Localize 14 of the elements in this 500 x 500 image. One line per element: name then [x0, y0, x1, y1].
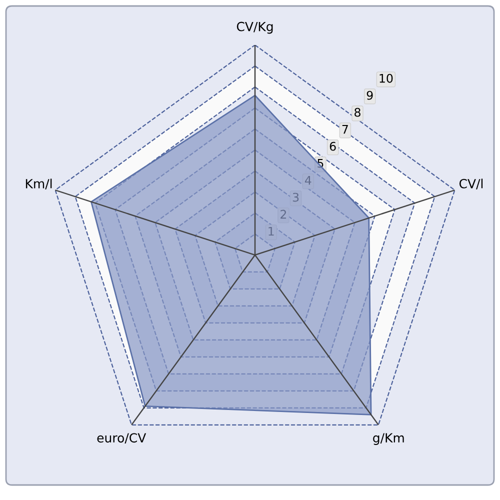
- spoke-label: Km/l: [26, 178, 52, 190]
- spoke-label: g/Km: [373, 433, 404, 445]
- y-tick-label: 8: [354, 108, 360, 117]
- y-tick-label: 10: [380, 74, 393, 83]
- y-tick-label: 7: [342, 125, 348, 134]
- spoke-label: CV/Kg: [236, 22, 273, 34]
- y-tick-label: 1: [268, 226, 274, 236]
- y-tick-label: 2: [280, 210, 286, 219]
- spoke-label: euro/CV: [97, 433, 146, 444]
- y-tick-label: 9: [366, 90, 373, 100]
- spoke-label: CV/l: [459, 178, 483, 190]
- y-tick-label: 3: [292, 192, 299, 202]
- y-tick-label: 4: [304, 176, 312, 185]
- y-tick-label: 6: [330, 142, 336, 151]
